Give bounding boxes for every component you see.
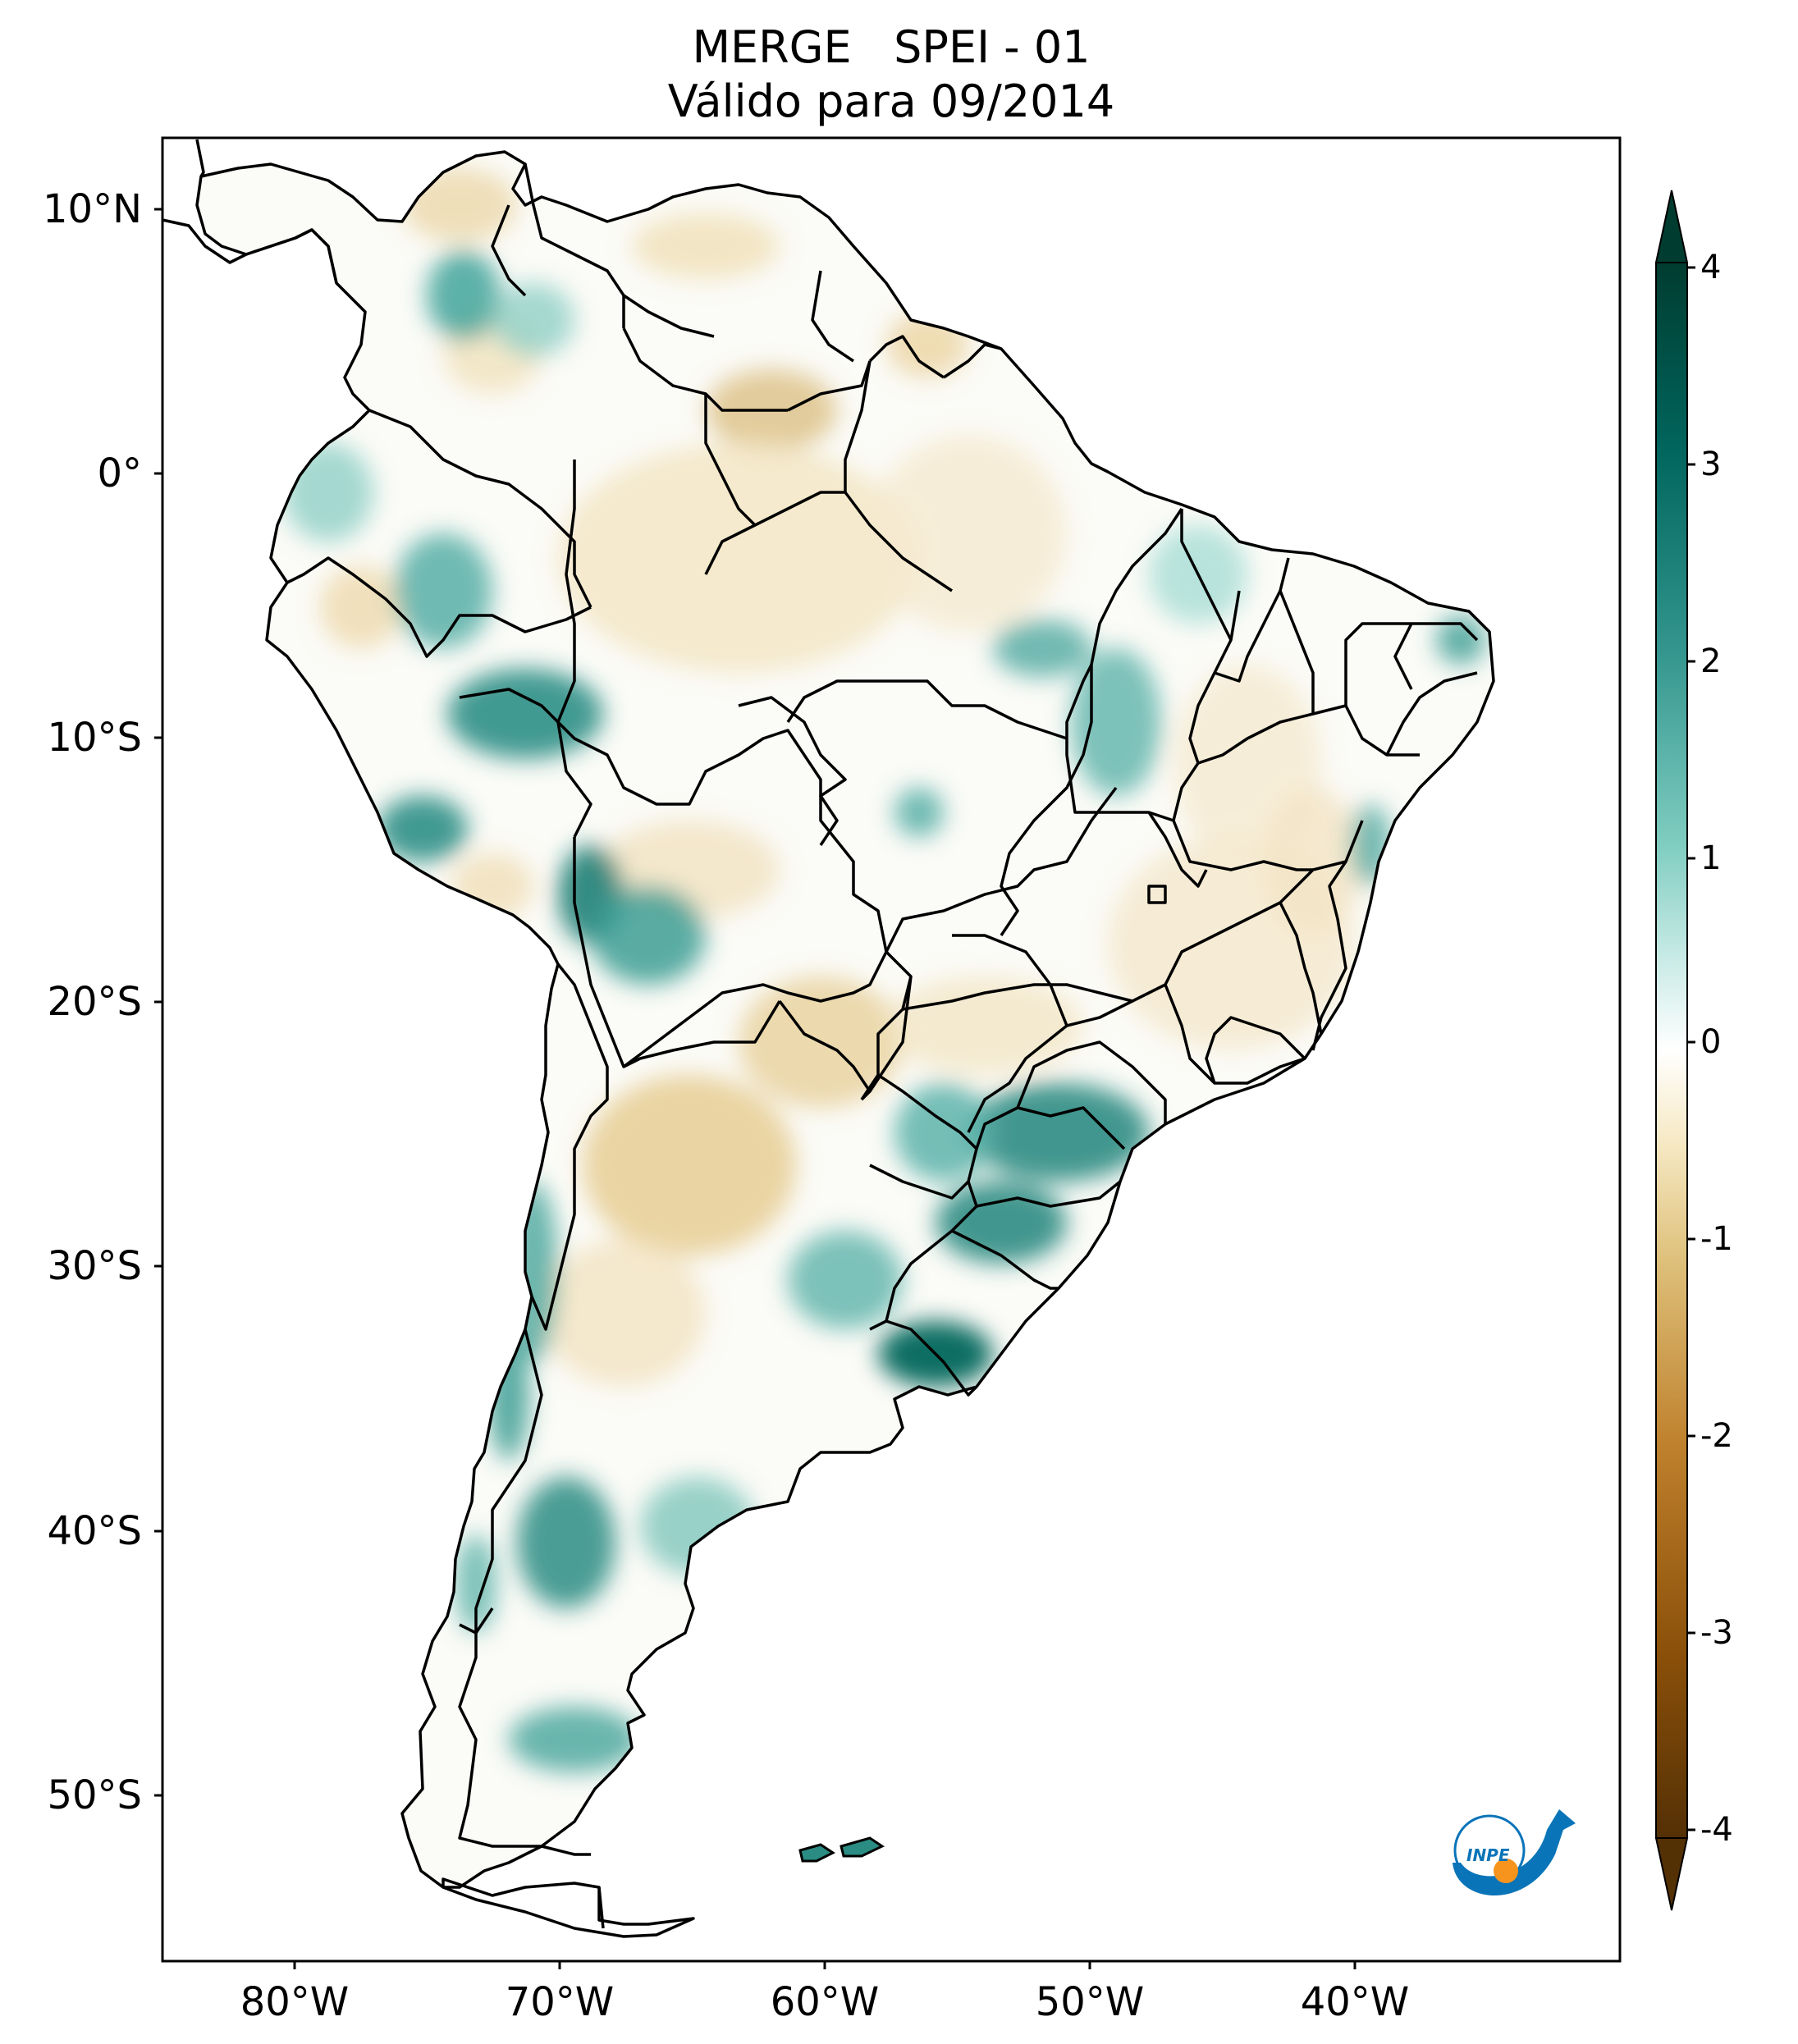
lat-ticks <box>154 208 162 1797</box>
lat-label-10s: 10°S <box>47 715 142 761</box>
borders <box>162 139 1495 1938</box>
inpe-logo: INPE <box>1453 1809 1576 1895</box>
lon-label-70w: 70°W <box>505 1979 615 2025</box>
colorbar-label: -2 <box>1700 1417 1733 1455</box>
colorbar-label: 2 <box>1700 642 1722 680</box>
lat-label-40s: 40°S <box>47 1508 142 1554</box>
lat-label-20s: 20°S <box>47 979 142 1025</box>
map-title-line1: MERGE SPEI - 01 <box>692 21 1091 73</box>
colorbar-label: -1 <box>1700 1220 1733 1258</box>
colorbar-label: 3 <box>1700 446 1722 483</box>
map-title-line2: Válido para 09/2014 <box>667 75 1115 127</box>
lon-label-80w: 80°W <box>240 1979 350 2025</box>
colorbar-max-extend <box>1654 190 1689 263</box>
lat-label-50s: 50°S <box>47 1772 142 1818</box>
colorbar-min-extend <box>1654 1837 1689 1911</box>
colorbar-label: 0 <box>1700 1023 1722 1061</box>
lat-label-30s: 30°S <box>47 1243 142 1289</box>
colorbar-label: 4 <box>1700 249 1722 286</box>
lon-label-40w: 40°W <box>1300 1979 1410 2025</box>
lat-label-10n: 10°N <box>43 186 142 232</box>
lat-label-0: 0° <box>97 450 142 496</box>
inpe-logo-text: INPE <box>1466 1845 1510 1865</box>
lon-label-60w: 60°W <box>770 1979 880 2025</box>
colorbar-gradient <box>1655 262 1688 1839</box>
lon-label-50w: 50°W <box>1035 1979 1145 2025</box>
colorbar <box>1654 190 1695 1911</box>
colorbar-label: -4 <box>1700 1811 1733 1849</box>
falkland-islands <box>798 1836 885 1863</box>
colorbar-label: 1 <box>1700 839 1722 877</box>
colorbar-label: -3 <box>1700 1614 1733 1652</box>
lon-ticks <box>293 1961 1357 1969</box>
